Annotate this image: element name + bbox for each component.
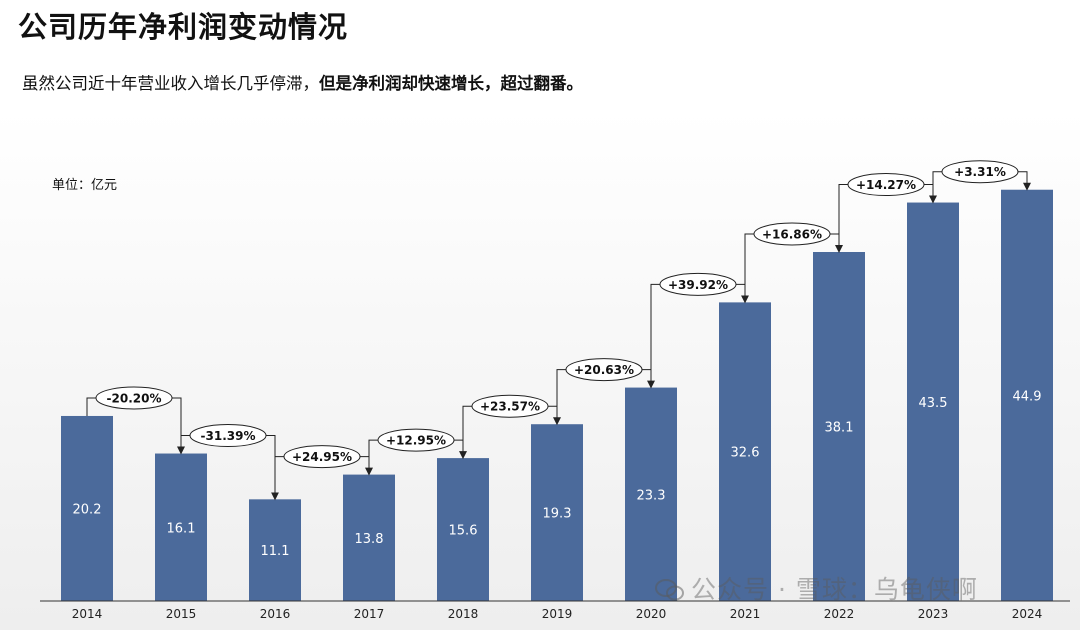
change-bubble	[189, 424, 267, 448]
unit-label: 单位：亿元	[52, 178, 118, 193]
change-label: +20.63%	[574, 363, 634, 377]
bar-2024	[1001, 189, 1053, 601]
x-tick-label: 2017	[354, 607, 385, 621]
x-tick-label: 2024	[1012, 607, 1043, 621]
bar-value-label: 16.1	[167, 521, 196, 536]
change-bubble	[471, 394, 549, 418]
x-tick-label: 2016	[260, 607, 291, 621]
bar-value-label: 13.8	[355, 532, 384, 547]
change-label: +23.57%	[480, 400, 540, 414]
x-tick-label: 2014	[72, 607, 103, 621]
bar-value-label: 15.6	[449, 524, 478, 539]
x-tick-label: 2022	[824, 607, 855, 621]
bar-2015	[155, 453, 207, 601]
bar-value-label: 11.1	[261, 544, 290, 559]
bar-value-label: 44.9	[1013, 389, 1042, 404]
bar-2016	[249, 499, 301, 601]
bar-2019	[531, 424, 583, 601]
change-bubble	[565, 358, 643, 382]
x-tick-label: 2019	[542, 607, 573, 621]
wechat-icon	[655, 579, 684, 601]
change-label: +24.95%	[292, 450, 352, 464]
change-label: +3.31%	[954, 165, 1006, 179]
bar-2021	[719, 302, 771, 601]
x-tick-label: 2023	[918, 607, 949, 621]
change-bubble	[283, 445, 361, 469]
bar-2020	[625, 387, 677, 601]
bar-2023	[907, 202, 959, 602]
bar-value-label: 38.1	[825, 421, 854, 436]
x-tick-label: 2020	[636, 607, 667, 621]
subtitle-bold: 但是净利润却快速增长，超过翻番。	[319, 74, 583, 93]
bar-value-label: 19.3	[543, 507, 572, 522]
x-tick-label: 2021	[730, 607, 761, 621]
bar-value-label: 32.6	[731, 446, 760, 461]
bar-2022	[813, 252, 865, 601]
watermark: 公众号 · 雪球：乌龟侠啊	[655, 570, 978, 606]
bar-2017	[343, 474, 395, 601]
subtitle-normal: 虽然公司近十年营业收入增长几乎停滞，	[22, 74, 319, 93]
x-tick-label: 2018	[448, 607, 479, 621]
bar-2018	[437, 458, 489, 601]
watermark-text: 公众号 · 雪球：乌龟侠啊	[691, 575, 978, 604]
change-bubble	[941, 160, 1019, 184]
change-label: +16.86%	[762, 228, 822, 242]
change-label: +12.95%	[386, 434, 446, 448]
page-title: 公司历年净利润变动情况	[18, 10, 349, 44]
change-bubble	[95, 386, 173, 410]
bar-2014	[61, 415, 113, 601]
bar-value-label: 43.5	[919, 396, 948, 411]
change-label: +39.92%	[668, 278, 728, 292]
bar-value-label: 23.3	[637, 488, 666, 503]
change-label: -20.20%	[107, 391, 162, 405]
change-bubble	[659, 272, 737, 296]
change-bubble	[847, 173, 925, 197]
x-tick-label: 2015	[166, 607, 197, 621]
subtitle: 虽然公司近十年营业收入增长几乎停滞，但是净利润却快速增长，超过翻番。	[22, 70, 583, 94]
bar-value-label: 20.2	[73, 502, 102, 517]
change-bubble	[377, 428, 455, 452]
change-label: +14.27%	[856, 178, 916, 192]
change-bubble	[753, 222, 831, 246]
change-label: -31.39%	[201, 429, 256, 443]
